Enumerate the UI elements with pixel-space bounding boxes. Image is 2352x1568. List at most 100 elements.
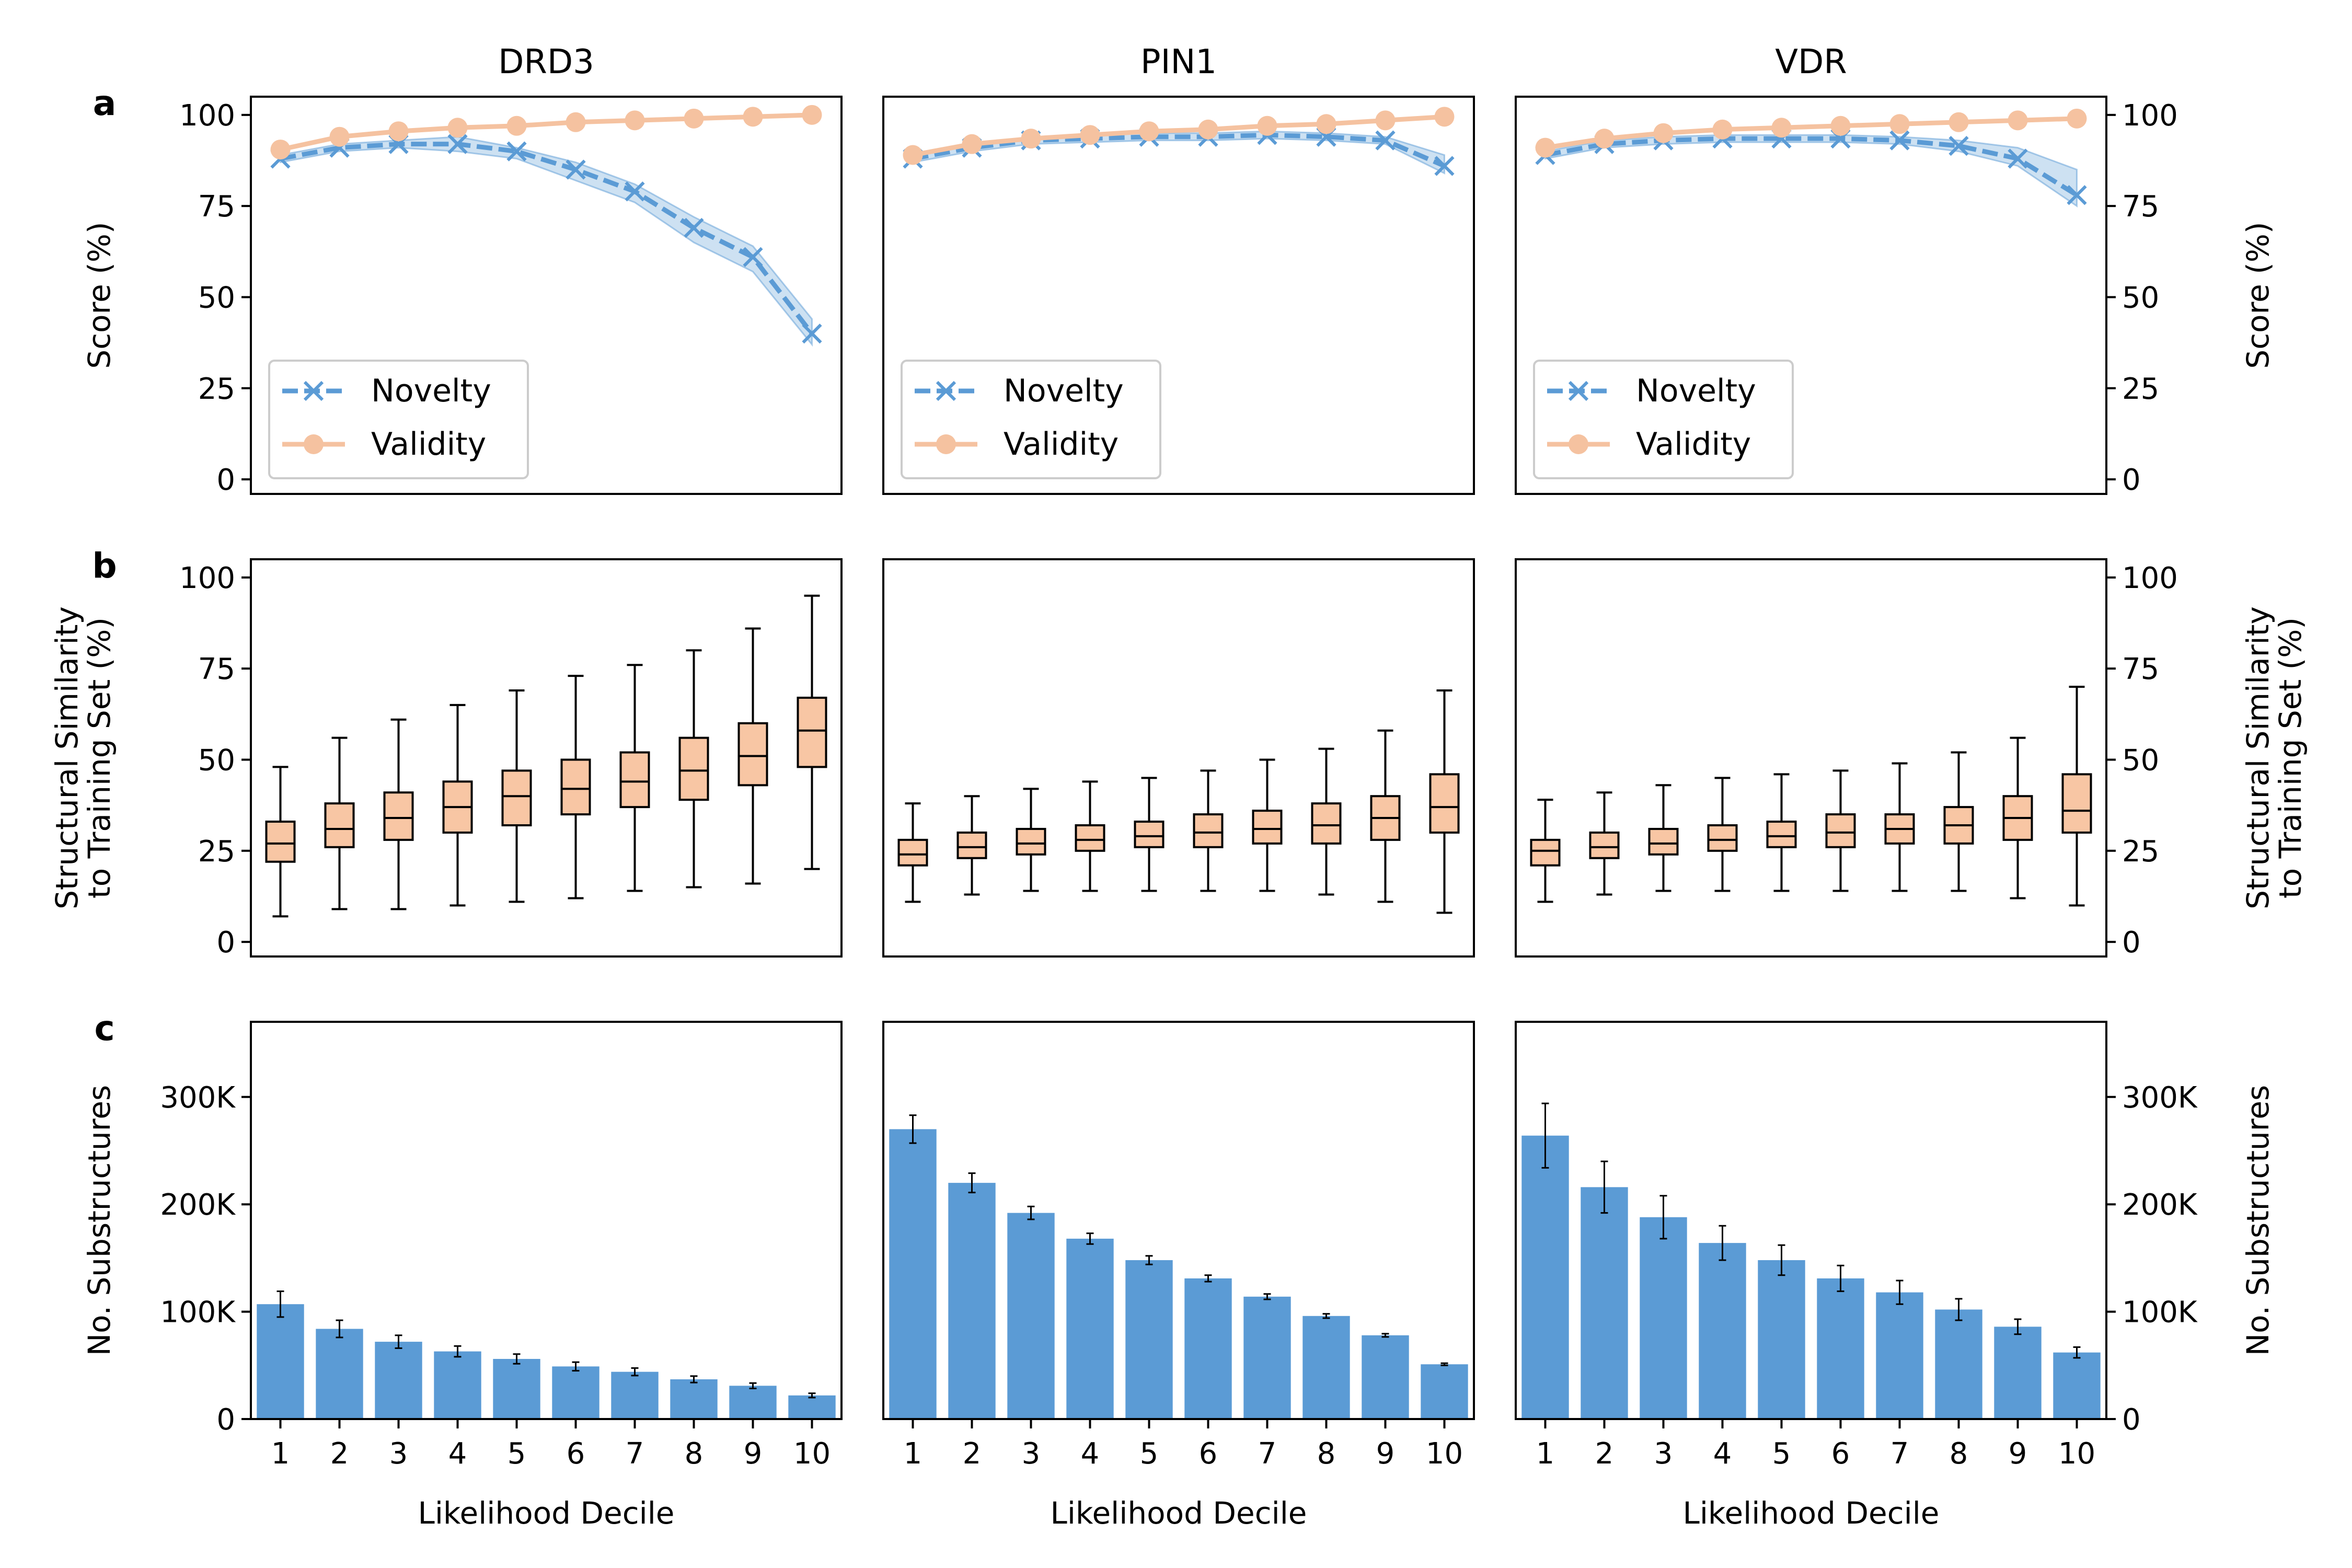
- y-tick-label: 25: [2122, 835, 2159, 869]
- box: [619, 751, 650, 809]
- box: [797, 696, 827, 768]
- bar: [729, 1386, 777, 1419]
- y-tick-label: 0: [216, 463, 235, 497]
- novelty-marker: [1375, 130, 1396, 151]
- legend-label-novelty: Novelty: [371, 373, 491, 409]
- validity-marker: [1139, 121, 1159, 142]
- novelty-line: [1544, 136, 2078, 198]
- axes-frame: [882, 1021, 1475, 1420]
- y-axis-label: No. Substructures: [82, 1085, 117, 1356]
- y-tick-label: 200K: [160, 1188, 236, 1222]
- box: [1530, 838, 1561, 867]
- validity-marker: [566, 112, 586, 132]
- y-tick-label: 50: [2122, 743, 2159, 777]
- validity-marker: [1594, 129, 1615, 149]
- box: [1016, 827, 1046, 856]
- box: [324, 802, 355, 848]
- box: [737, 722, 768, 787]
- x-tick-label: 2: [1595, 1437, 1614, 1471]
- validity-marker: [1080, 125, 1100, 145]
- novelty-marker: [506, 141, 527, 162]
- y-tick-label: 0: [2122, 1403, 2141, 1437]
- novelty-marker: [743, 247, 763, 267]
- x-axis-label: Likelihood Decile: [1683, 1495, 1940, 1531]
- validity-marker: [1021, 129, 1041, 149]
- validity-marker: [1434, 107, 1455, 127]
- axes-frame: [1515, 1021, 2107, 1420]
- x-tick-label: 5: [1772, 1437, 1791, 1471]
- y-tick-label: 75: [2122, 190, 2159, 224]
- novelty-line: [912, 132, 1446, 168]
- legend-novelty-marker: [936, 381, 956, 401]
- x-tick-label: 1: [904, 1437, 923, 1471]
- x-tick-label: 1: [271, 1437, 290, 1471]
- validity-marker: [743, 107, 763, 127]
- box: [1825, 813, 1856, 848]
- y-tick-label: 100: [2122, 99, 2178, 133]
- validity-marker: [625, 110, 645, 131]
- x-tick-label: 8: [1317, 1437, 1336, 1471]
- validity-marker: [2008, 110, 2028, 131]
- bar: [316, 1329, 363, 1419]
- novelty-marker: [2008, 148, 2028, 169]
- x-tick-label: 8: [685, 1437, 704, 1471]
- bar: [1421, 1364, 1468, 1419]
- x-tick-label: 6: [567, 1437, 585, 1471]
- column-title-DRD3: DRD3: [498, 43, 594, 82]
- novelty-marker: [625, 181, 645, 202]
- legend-label-validity: Validity: [1636, 426, 1751, 463]
- bar: [2053, 1352, 2101, 1419]
- bar: [1758, 1260, 1805, 1419]
- box: [1648, 827, 1679, 856]
- x-tick-label: 7: [1890, 1437, 1909, 1471]
- bar: [948, 1183, 996, 1419]
- x-tick-label: 6: [1199, 1437, 1218, 1471]
- validity-marker: [684, 108, 704, 129]
- novelty-marker: [802, 324, 822, 344]
- box: [2061, 773, 2092, 834]
- box: [560, 758, 591, 816]
- y-tick-label: 100K: [2122, 1296, 2198, 1330]
- axes-frame: [250, 1021, 843, 1420]
- validity-marker: [329, 126, 350, 147]
- y-tick-label: 75: [2122, 652, 2159, 686]
- column-title-VDR: VDR: [1775, 43, 1847, 82]
- legend-novelty-marker: [1568, 381, 1589, 401]
- bar: [611, 1371, 659, 1419]
- x-tick-label: 2: [330, 1437, 349, 1471]
- bar: [493, 1358, 540, 1419]
- box: [1429, 773, 1460, 834]
- novelty-marker: [1949, 136, 1969, 156]
- bar: [1302, 1316, 1350, 1419]
- bar: [1817, 1278, 1864, 1419]
- x-axis-label: Likelihood Decile: [1051, 1495, 1307, 1531]
- validity-marker: [270, 140, 291, 160]
- panel-label-b: b: [92, 546, 117, 586]
- legend-label-validity: Validity: [371, 426, 486, 463]
- x-tick-label: 8: [1950, 1437, 1968, 1471]
- validity-marker: [1830, 116, 1851, 136]
- validity-marker: [1889, 114, 1910, 134]
- y-tick-label: 100: [179, 99, 235, 133]
- box: [383, 791, 414, 841]
- x-tick-label: 9: [2009, 1437, 2027, 1471]
- bar: [1521, 1135, 1569, 1419]
- y-axis-label: Structural Similarity: [49, 606, 85, 909]
- axes-frame: [882, 96, 1475, 495]
- validity-marker: [802, 105, 822, 125]
- box: [1193, 813, 1224, 848]
- x-tick-label: 5: [508, 1437, 526, 1471]
- bar: [552, 1366, 599, 1419]
- x-tick-label: 2: [963, 1437, 982, 1471]
- box: [678, 736, 709, 801]
- legend-validity-marker: [936, 434, 956, 454]
- y-tick-label: 100: [2122, 561, 2178, 595]
- bar: [1184, 1278, 1232, 1419]
- bar: [1007, 1213, 1055, 1419]
- bar: [1066, 1238, 1114, 1419]
- legend-novelty-marker: [303, 381, 324, 401]
- box: [1134, 821, 1165, 848]
- x-tick-label: 3: [389, 1437, 408, 1471]
- x-tick-label: 7: [1258, 1437, 1277, 1471]
